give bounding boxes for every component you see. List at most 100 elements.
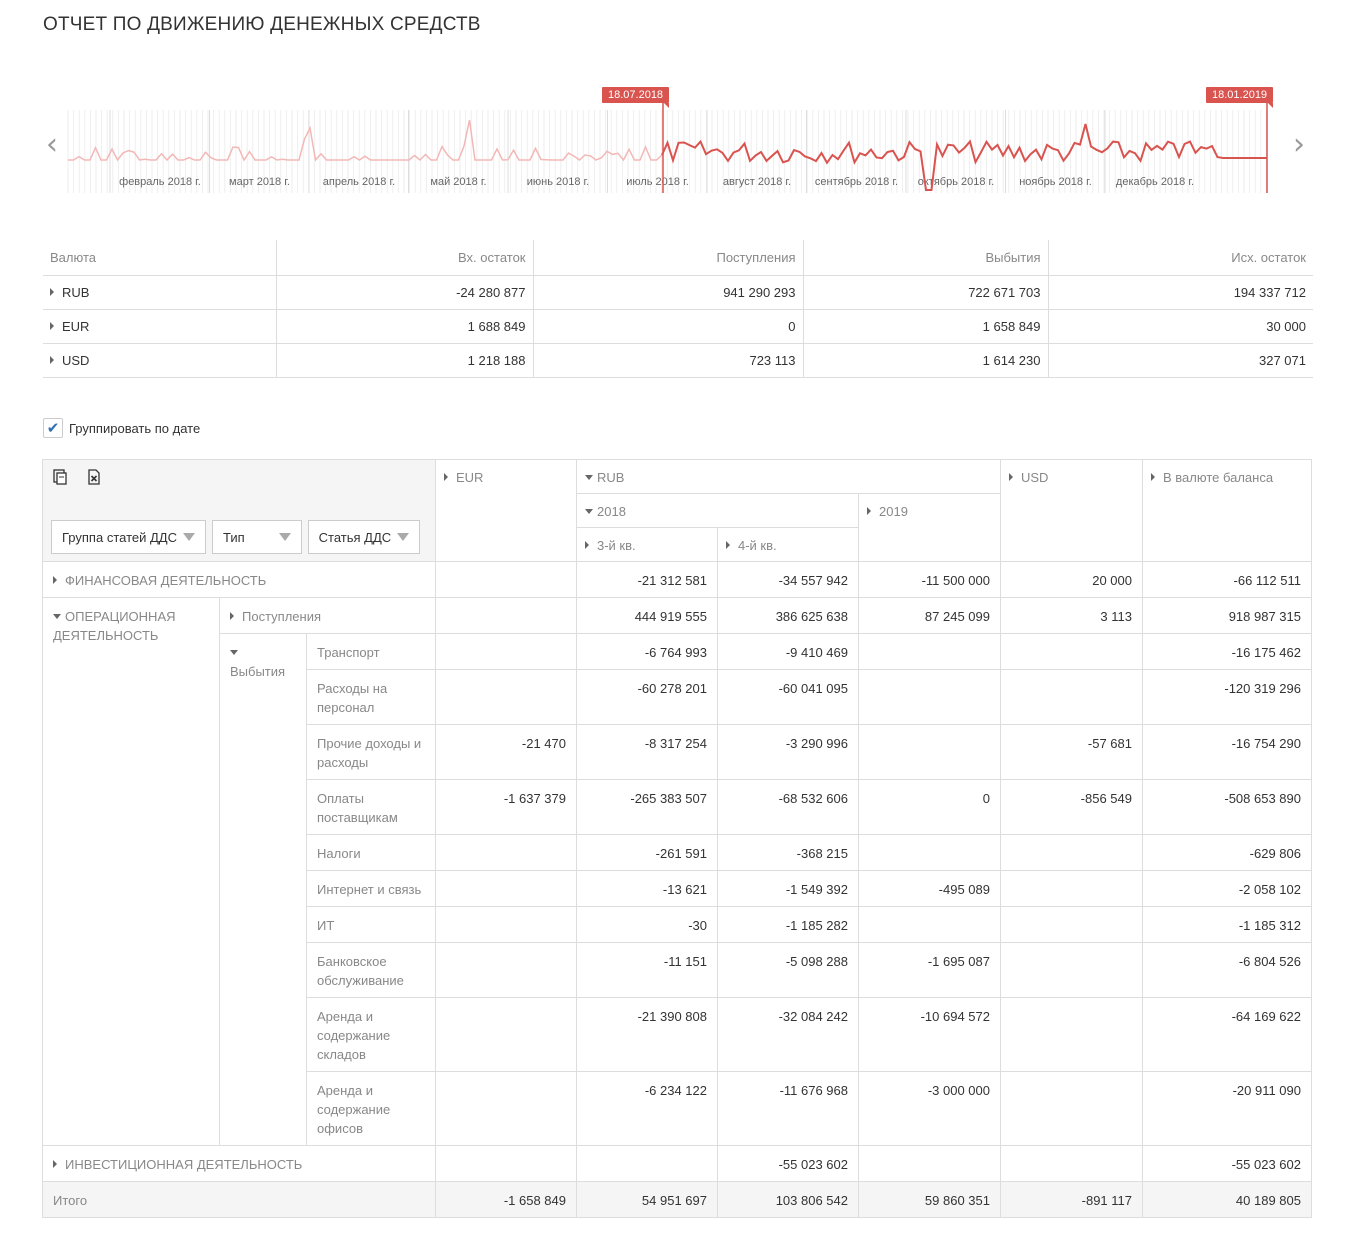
summary-row[interactable]: USD 1 218 188 723 113 1 614 230 327 071 — [43, 343, 1313, 378]
expand-icon[interactable] — [50, 287, 54, 296]
value-cell — [1000, 1071, 1143, 1146]
value-cell: -3 000 000 — [858, 1071, 1001, 1146]
value-cell: 20 000 — [1000, 561, 1143, 598]
range-selector-chart[interactable]: февраль 2018 г. март 2018 г. апрель 2018 г… — [40, 82, 1320, 207]
value-cell — [858, 724, 1001, 780]
field-group-dds[interactable]: Группа статей ДДС — [51, 520, 206, 554]
col-header-2019[interactable]: 2019 — [858, 493, 1001, 562]
group-inv[interactable]: ИНВЕСТИЦИОННАЯ ДЕЯТЕЛЬНОСТЬ — [42, 1145, 436, 1182]
expand-icon[interactable] — [50, 321, 54, 330]
col-header-usd[interactable]: USD — [1000, 459, 1143, 562]
excel-export-icon[interactable] — [85, 468, 103, 486]
expand-icon[interactable] — [53, 1160, 57, 1168]
month-label: ноябрь 2018 г. — [1019, 176, 1092, 188]
col-header-balance[interactable]: В валюте баланса — [1142, 459, 1312, 562]
col-header-2018[interactable]: 2018 — [576, 493, 859, 528]
value-cell: -261 591 — [576, 834, 718, 871]
value-cell: -1 637 379 — [435, 779, 577, 835]
value-cell: 54 951 697 — [576, 1181, 718, 1218]
value-cell: -55 023 602 — [1142, 1145, 1312, 1182]
summary-table: Валюта Вх. остаток Поступления Выбытия И… — [43, 240, 1313, 378]
type-disposals[interactable]: Выбытия — [219, 633, 307, 1146]
summary-out: 30 000 — [1047, 309, 1313, 344]
expand-icon[interactable] — [230, 612, 234, 620]
summary-row[interactable]: RUB -24 280 877 941 290 293 722 671 703 194 … — [43, 275, 1313, 310]
value-cell — [1000, 997, 1143, 1072]
summary-out: 327 071 — [1047, 343, 1313, 378]
summary-currency[interactable]: RUB — [43, 275, 276, 310]
filter-icon[interactable] — [278, 533, 291, 541]
article-name: Аренда и содержание офисов — [306, 1071, 436, 1146]
col-header-usd-label: USD — [1021, 470, 1049, 485]
type-receipts-label: Поступления — [242, 609, 322, 624]
group-op-label: ОПЕРАЦИОННАЯ ДЕЯТЕЛЬНОСТЬ — [53, 609, 176, 643]
value-cell — [1000, 633, 1143, 670]
range-end-badge[interactable]: 18.01.2019 — [1206, 87, 1274, 108]
col-header-2018-label: 2018 — [597, 504, 626, 519]
value-cell — [435, 669, 577, 725]
pivot-row: Оплаты поставщикам -1 637 379 -265 383 507… — [43, 779, 1312, 835]
chevron-right-icon[interactable]: › — [1293, 127, 1305, 162]
value-cell: -21 470 — [435, 724, 577, 780]
pivot-row: ИНВЕСТИЦИОННАЯ ДЕЯТЕЛЬНОСТЬ -55 023 602 -5… — [42, 1145, 1312, 1182]
value-cell — [435, 1071, 577, 1146]
value-cell — [1000, 906, 1143, 943]
filter-icon[interactable] — [397, 533, 410, 541]
pivot-row: Аренда и содержание офисов -6 234 122 -11 … — [43, 1071, 1312, 1146]
value-cell — [858, 669, 1001, 725]
field-type[interactable]: Тип — [211, 520, 302, 554]
value-cell — [435, 834, 577, 871]
col-header-balance-label: В валюте баланса — [1163, 470, 1274, 485]
page-title: ОТЧЕТ ПО ДВИЖЕНИЮ ДЕНЕЖНЫХ СРЕДСТВ — [43, 14, 481, 35]
pivot-row: Расходы на персонал -60 278 201 -60 041 09… — [43, 669, 1312, 725]
value-cell: -10 694 572 — [858, 997, 1001, 1072]
article-name: Оплаты поставщикам — [306, 779, 436, 835]
value-cell: -64 169 622 — [1142, 997, 1312, 1072]
value-cell: -265 383 507 — [576, 779, 718, 835]
value-cell: 386 625 638 — [717, 597, 859, 634]
collapse-icon[interactable] — [230, 650, 238, 655]
pivot-row: Аренда и содержание складов -21 390 808 -3… — [43, 997, 1312, 1072]
group-fin[interactable]: ФИНАНСОВАЯ ДЕЯТЕЛЬНОСТЬ — [42, 561, 436, 598]
month-label: февраль 2018 г. — [119, 176, 201, 188]
value-cell: -856 549 — [1000, 779, 1143, 835]
col-in-balance: Вх. остаток — [275, 240, 533, 276]
expand-icon[interactable] — [53, 576, 57, 584]
value-cell: -5 098 288 — [717, 942, 859, 998]
chevron-left-icon[interactable]: ‹ — [46, 127, 58, 162]
col-header-q3[interactable]: 3-й кв. — [576, 527, 718, 562]
value-cell — [858, 906, 1001, 943]
field-chooser-icon[interactable] — [51, 468, 69, 486]
collapse-icon[interactable] — [53, 614, 61, 619]
group-by-date-checkbox[interactable]: ✔ Группировать по дате — [43, 418, 200, 438]
value-cell: -57 681 — [1000, 724, 1143, 780]
expand-icon[interactable] — [50, 355, 54, 364]
summary-row[interactable]: EUR 1 688 849 0 1 658 849 30 000 — [43, 309, 1313, 344]
group-by-date-label: Группировать по дате — [69, 420, 201, 436]
type-disposals-label: Выбытия — [230, 664, 286, 679]
col-header-rub[interactable]: RUB — [576, 459, 1001, 494]
summary-currency[interactable]: EUR — [43, 309, 276, 344]
filter-icon[interactable] — [182, 533, 195, 541]
value-cell: 0 — [858, 779, 1001, 835]
type-receipts[interactable]: Поступления — [219, 597, 436, 634]
value-cell — [576, 1145, 718, 1182]
article-name: Транспорт — [306, 633, 436, 670]
range-selector[interactable]: ‹ февраль 2018 г. март 2018 г. апрель 2018… — [40, 82, 1320, 207]
range-start-badge[interactable]: 18.07.2018 — [602, 87, 670, 108]
value-cell — [435, 633, 577, 670]
group-op[interactable]: ОПЕРАЦИОННАЯ ДЕЯТЕЛЬНОСТЬ — [42, 597, 220, 1146]
checkmark-icon[interactable]: ✔ — [43, 418, 63, 438]
month-label: июнь 2018 г. — [527, 176, 590, 188]
col-header-q4[interactable]: 4-й кв. — [717, 527, 859, 562]
col-header-eur[interactable]: EUR — [435, 459, 577, 562]
value-cell: 918 987 315 — [1142, 597, 1312, 634]
summary-disposals: 1 658 849 — [802, 309, 1048, 344]
field-article-dds[interactable]: Статья ДДС — [307, 520, 421, 554]
summary-currency[interactable]: USD — [43, 343, 276, 378]
article-name: Интернет и связь — [306, 870, 436, 907]
article-name: Банковское обслуживание — [306, 942, 436, 998]
summary-receipts: 723 113 — [532, 343, 803, 378]
value-cell: -629 806 — [1142, 834, 1312, 871]
value-cell: -60 041 095 — [717, 669, 859, 725]
